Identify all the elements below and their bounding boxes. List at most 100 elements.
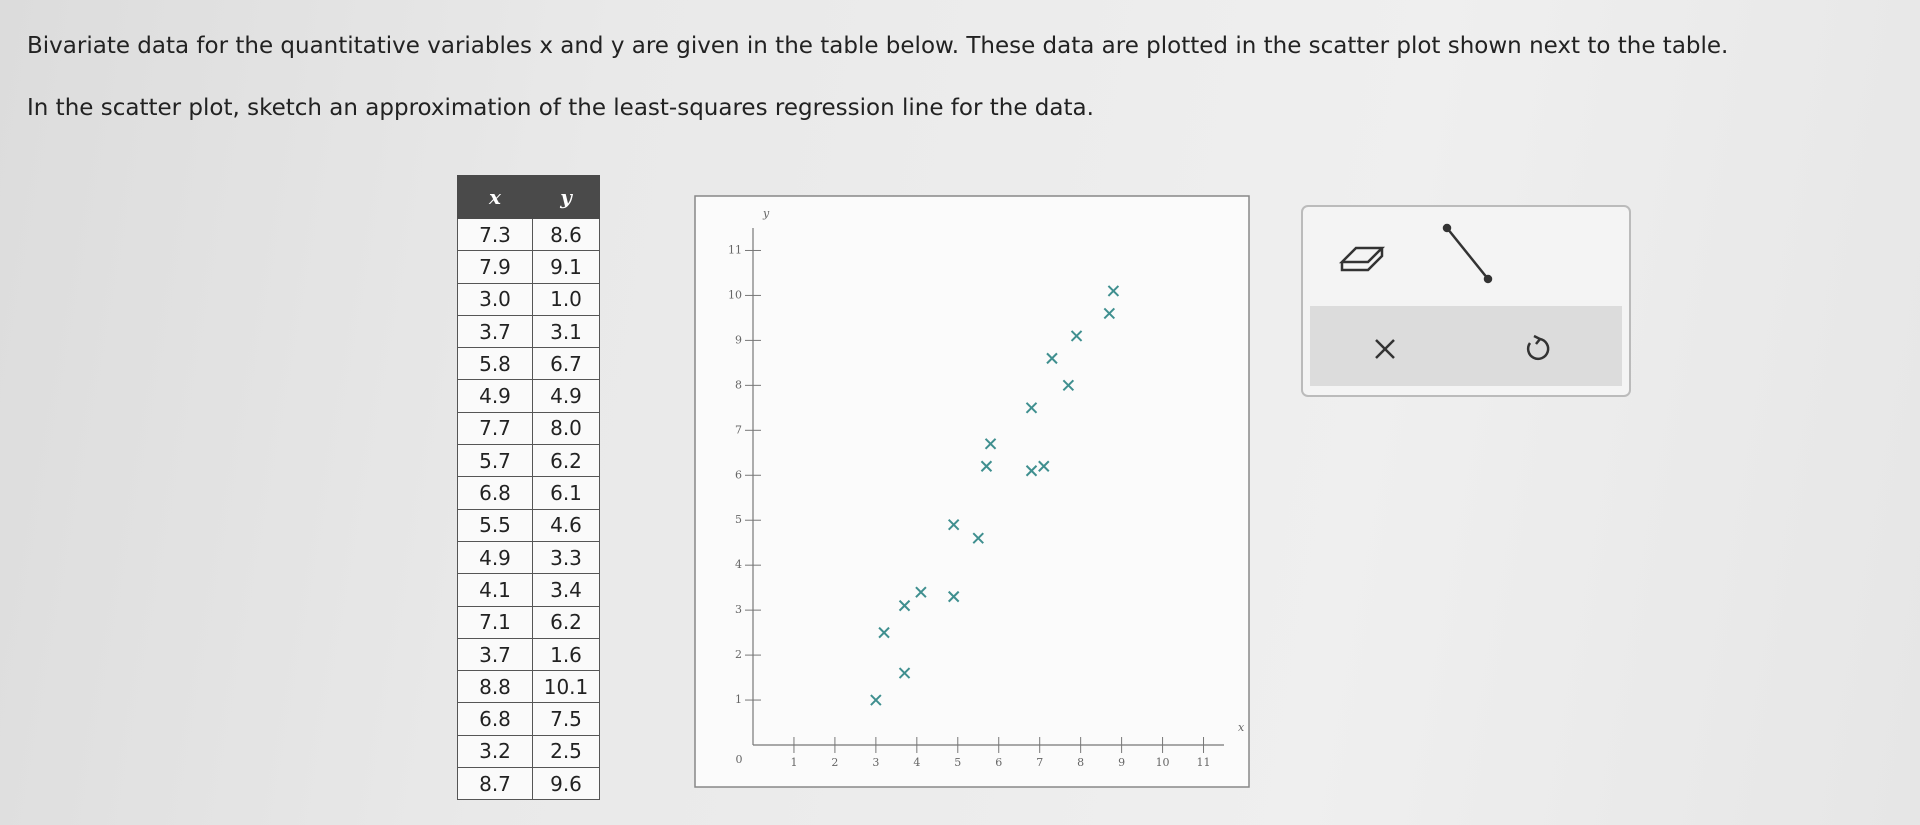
question-line: In the scatter plot, sketch an approxima… — [27, 95, 1094, 121]
scatter-point — [1038, 460, 1050, 472]
scatter-point — [947, 519, 960, 531]
table-row: 4.9 3.3 — [457, 540, 600, 575]
y-tick-label: 5 — [735, 513, 742, 526]
line-tool[interactable] — [1442, 223, 1493, 284]
x-tick-label: 7 — [1036, 756, 1043, 769]
scatter-point — [878, 626, 890, 639]
table-cell: 8.8 — [457, 670, 533, 704]
axis-label: x — [1238, 721, 1245, 734]
table-row: 7.7 8.0 — [457, 411, 600, 446]
scatter-point — [980, 460, 993, 472]
table-row: 5.5 4.6 — [457, 508, 600, 542]
column-header: y — [532, 175, 600, 219]
x-tick-label: 3 — [872, 756, 879, 769]
y-tick-label: 2 — [735, 648, 742, 661]
x-tick-label: 10 — [1156, 756, 1170, 769]
table-cell: 7.7 — [457, 411, 533, 446]
table-row: 6.8 6.1 — [457, 476, 600, 510]
table-cell: 6.2 — [532, 444, 600, 478]
table-cell: 5.5 — [457, 508, 533, 542]
x-tick-label: 6 — [995, 756, 1002, 769]
table-cell: 7.9 — [457, 250, 533, 284]
x-tick-label: 2 — [831, 756, 838, 769]
table-row: 7.3 8.6 — [457, 217, 600, 252]
plot-frame[interactable] — [694, 195, 1250, 788]
table-cell: 6.2 — [532, 605, 600, 639]
x-tick-label: 5 — [954, 756, 961, 769]
eraser-tool[interactable] — [1338, 246, 1386, 272]
table-cell: 3.3 — [532, 540, 600, 575]
table-cell: 7.3 — [457, 217, 533, 252]
table-row: 3.7 3.1 — [457, 314, 600, 349]
y-tick-label: 9 — [735, 333, 742, 346]
table-cell: 4.9 — [457, 540, 533, 575]
panel-row — [1310, 306, 1622, 386]
table-cell: 1.0 — [532, 282, 600, 316]
table-cell: 8.0 — [532, 411, 600, 446]
table-cell: 3.1 — [532, 314, 600, 349]
table-cell: 10.1 — [532, 670, 600, 704]
table-cell: 9.6 — [532, 767, 600, 801]
origin-label: 0 — [736, 753, 743, 766]
table-cell: 6.7 — [532, 347, 600, 381]
scatter-point — [898, 599, 911, 612]
scatter-point — [898, 667, 911, 679]
y-tick-label: 6 — [735, 468, 742, 481]
table-cell: 5.7 — [457, 444, 533, 478]
table-cell: 7.1 — [457, 605, 533, 639]
scatter-point — [1103, 307, 1116, 320]
scatter-point — [870, 694, 882, 706]
scatter-point — [1025, 402, 1038, 414]
scatter-point — [1062, 379, 1075, 392]
scatter-point — [972, 532, 984, 544]
table-row: 3.0 1.0 — [457, 282, 600, 316]
y-tick-label: 4 — [735, 558, 742, 571]
x-tick-label: 9 — [1118, 756, 1125, 769]
table-row: 8.8 10.1 — [457, 670, 600, 704]
delete-button[interactable] — [1375, 339, 1395, 359]
table-cell: 8.7 — [457, 767, 533, 801]
x-tick-label: 8 — [1077, 756, 1084, 769]
scatter-point — [1046, 352, 1058, 365]
scatter-point — [1025, 465, 1038, 477]
question-line: Bivariate data for the quantitative vari… — [27, 33, 1729, 59]
table-row: 5.8 6.7 — [457, 347, 600, 381]
data-table: x y 7.3 8.6 7.9 9.1 3.0 1.0 3.7 3.1 5.8 6.7 4.9 4.9… — [457, 175, 600, 801]
y-tick-label: 10 — [728, 288, 742, 301]
table-row: 6.8 7.5 — [457, 702, 600, 736]
table-row: 7.9 9.1 — [457, 250, 600, 284]
axis-label: y — [762, 207, 770, 220]
scatter-point — [1107, 285, 1120, 297]
y-tick-label: 8 — [735, 378, 742, 391]
scatter-point — [947, 590, 960, 603]
y-tick-label: 1 — [735, 693, 742, 706]
table-cell: 4.9 — [457, 379, 533, 413]
table-cell: 9.1 — [532, 250, 600, 284]
table-cell: 3.7 — [457, 314, 533, 349]
scatter-point — [1070, 330, 1083, 342]
x-tick-label: 11 — [1197, 756, 1211, 769]
scatter-point — [915, 586, 927, 598]
table-cell: 3.4 — [532, 573, 600, 607]
undo-button[interactable] — [1526, 334, 1550, 360]
y-tick-label: 11 — [728, 243, 742, 256]
x-tick-label: 1 — [790, 756, 797, 769]
table-cell: 3.0 — [457, 282, 533, 316]
table-cell: 6.8 — [457, 702, 533, 736]
x-tick-label: 4 — [913, 756, 920, 769]
table-cell: 7.5 — [532, 702, 600, 736]
table-row: 7.1 6.2 — [457, 605, 600, 639]
table-row: 8.7 9.6 — [457, 767, 600, 801]
table-cell: 6.1 — [532, 476, 600, 510]
table-row: 3.7 1.6 — [457, 637, 600, 672]
table-cell: 4.9 — [532, 379, 600, 413]
table-row: 4.9 4.9 — [457, 379, 600, 413]
tool-panel — [1301, 205, 1631, 397]
table-cell: 3.7 — [457, 637, 533, 672]
table-row: 5.7 6.2 — [457, 444, 600, 478]
y-tick-label: 3 — [735, 603, 742, 616]
y-tick-label: 7 — [735, 423, 742, 436]
scatter-point — [984, 438, 997, 450]
